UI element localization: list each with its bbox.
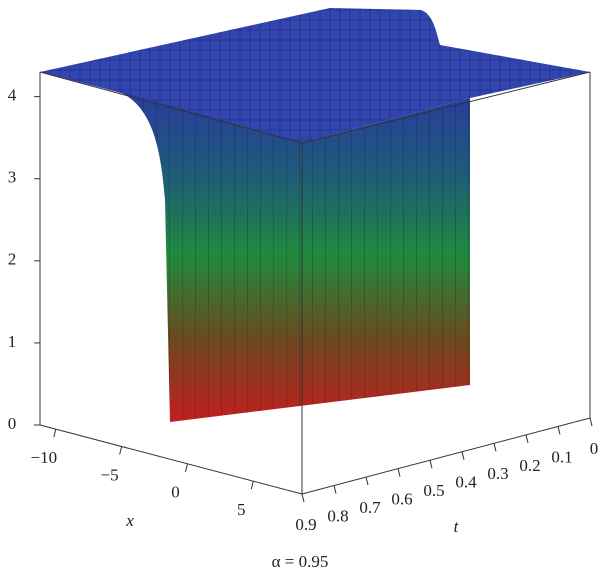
t-tick-label: 0.3 <box>487 464 508 483</box>
t-tick <box>557 426 561 435</box>
t-tick-label: 0.7 <box>359 498 381 517</box>
x-tick-label: 5 <box>237 500 246 519</box>
x-tick <box>250 481 254 490</box>
x-tick <box>184 463 188 472</box>
t-tick <box>429 460 433 469</box>
x-tick <box>53 429 57 438</box>
z-tick-label: 0 <box>8 414 17 433</box>
t-axis-label: t <box>454 517 460 536</box>
t-tick <box>397 468 401 477</box>
t-tick <box>493 443 497 452</box>
x-tick-label: −5 <box>101 465 119 484</box>
t-tick <box>589 417 593 427</box>
t-tick-label: 0.1 <box>551 447 572 466</box>
t-tick <box>301 493 305 503</box>
t-tick-label: 0 <box>590 439 599 458</box>
z-tick-label: 3 <box>8 168 17 187</box>
t-tick-label: 0.5 <box>423 481 444 500</box>
t-tick <box>461 451 465 460</box>
surface <box>40 8 590 422</box>
caption: α = 0.95 <box>272 552 329 571</box>
z-tick-label: 4 <box>8 86 17 105</box>
t-tick-label: 0.8 <box>327 506 348 525</box>
t-tick <box>333 485 337 494</box>
z-tick-label: 1 <box>8 332 17 351</box>
t-tick <box>525 434 529 444</box>
t-tick-label: 0.4 <box>455 473 477 492</box>
t-tick-label: 0.2 <box>519 456 540 475</box>
t-tick-label: 0.9 <box>295 515 316 534</box>
x-axis-label: x <box>125 511 134 530</box>
t-tick-label: 0.6 <box>391 490 412 509</box>
x-tick-label: 0 <box>171 483 180 502</box>
t-tick <box>365 476 369 486</box>
x-tick-label: −10 <box>31 448 58 467</box>
z-tick-label: 2 <box>8 250 17 269</box>
x-tick <box>119 446 123 455</box>
